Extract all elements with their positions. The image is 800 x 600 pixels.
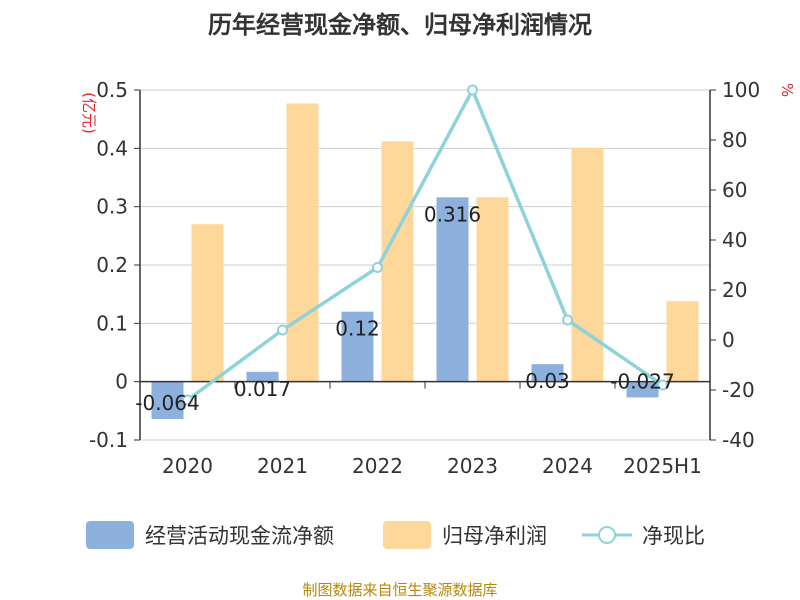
net-profit-bar bbox=[286, 103, 319, 382]
right-tick-label: 0 bbox=[722, 328, 735, 352]
cash-flow-bar bbox=[341, 311, 374, 382]
left-tick-label: 0.2 bbox=[96, 253, 128, 277]
net-profit-bar bbox=[381, 141, 414, 382]
legend: 经营活动现金流净额 归母净利润 净现比 bbox=[86, 521, 705, 549]
x-tick-label: 2021 bbox=[257, 454, 308, 478]
source-note: 制图数据来自恒生聚源数据库 bbox=[302, 581, 497, 599]
left-axis-ticks: -0.1 0 0.1 0.2 0.3 0.4 0.5 bbox=[89, 78, 140, 452]
legend-swatch-net-profit bbox=[383, 521, 431, 549]
left-tick-label: 0.1 bbox=[96, 311, 128, 335]
ratio-point bbox=[562, 314, 573, 326]
ratio-line-path bbox=[186, 85, 664, 402]
ratio-point bbox=[277, 324, 288, 336]
x-tick-label: 2022 bbox=[352, 454, 403, 478]
ratio-point bbox=[182, 394, 193, 406]
data-labels: -0.064 0.017 0.12 0.316 0.03 -0.027 bbox=[135, 202, 674, 415]
left-tick-label: -0.1 bbox=[89, 428, 128, 452]
net-profit-bar bbox=[191, 224, 224, 382]
x-axis-ticks: 2020 2021 2022 2023 2024 2025H1 bbox=[139, 381, 711, 478]
right-axis-ticks: -40 -20 0 20 40 60 80 100 bbox=[710, 78, 760, 452]
cash-flow-data-label: -0.027 bbox=[610, 369, 674, 393]
ratio-point bbox=[372, 262, 383, 273]
right-tick-label: 20 bbox=[722, 278, 747, 302]
cash-flow-data-label: 0.316 bbox=[424, 202, 481, 226]
x-tick-label: 2024 bbox=[542, 454, 593, 478]
cash-flow-bar bbox=[531, 364, 564, 382]
cash-flow-data-label: 0.03 bbox=[525, 369, 570, 393]
right-tick-label: 40 bbox=[722, 228, 747, 252]
cash-flow-data-label: 0.12 bbox=[335, 317, 380, 341]
left-tick-label: 0.4 bbox=[96, 136, 128, 160]
chart-title: 历年经营现金净额、归母净利润情况 bbox=[208, 11, 592, 39]
left-tick-label: 0 bbox=[115, 370, 128, 394]
ratio-point bbox=[657, 379, 668, 391]
right-tick-label: -20 bbox=[722, 378, 755, 402]
left-tick-label: 0.5 bbox=[96, 78, 128, 102]
right-tick-label: -40 bbox=[722, 428, 755, 452]
ratio-line bbox=[182, 84, 668, 406]
x-tick-label: 2025H1 bbox=[623, 454, 702, 478]
right-tick-label: 100 bbox=[722, 78, 760, 102]
cash-flow-bar bbox=[626, 381, 659, 398]
net-profit-bar bbox=[476, 197, 509, 382]
left-tick-label: 0.3 bbox=[96, 195, 128, 219]
right-axis-unit: % bbox=[778, 83, 796, 97]
grid-lines bbox=[140, 89, 710, 441]
legend-swatch-cash-flow bbox=[86, 521, 134, 549]
legend-label-net-profit: 归母净利润 bbox=[442, 524, 547, 548]
bars bbox=[151, 103, 699, 419]
cash-flow-bar bbox=[246, 371, 279, 382]
cash-flow-bar bbox=[436, 197, 469, 382]
x-tick-label: 2023 bbox=[447, 454, 498, 478]
net-profit-bar bbox=[571, 147, 604, 382]
right-tick-label: 60 bbox=[722, 178, 747, 202]
left-axis-unit: (亿元) bbox=[80, 92, 98, 134]
cash-flow-data-label: 0.017 bbox=[234, 377, 291, 401]
x-tick-label: 2020 bbox=[162, 454, 213, 478]
cash-flow-data-label: -0.064 bbox=[135, 391, 199, 415]
ratio-point bbox=[467, 84, 478, 96]
legend-label-cash-flow: 经营活动现金流净额 bbox=[145, 524, 334, 548]
net-profit-bar bbox=[666, 301, 699, 382]
right-tick-label: 80 bbox=[722, 128, 747, 152]
legend-label-ratio: 净现比 bbox=[642, 524, 705, 548]
cash-flow-bar bbox=[151, 381, 184, 419]
legend-swatch-ratio-marker bbox=[598, 526, 616, 544]
